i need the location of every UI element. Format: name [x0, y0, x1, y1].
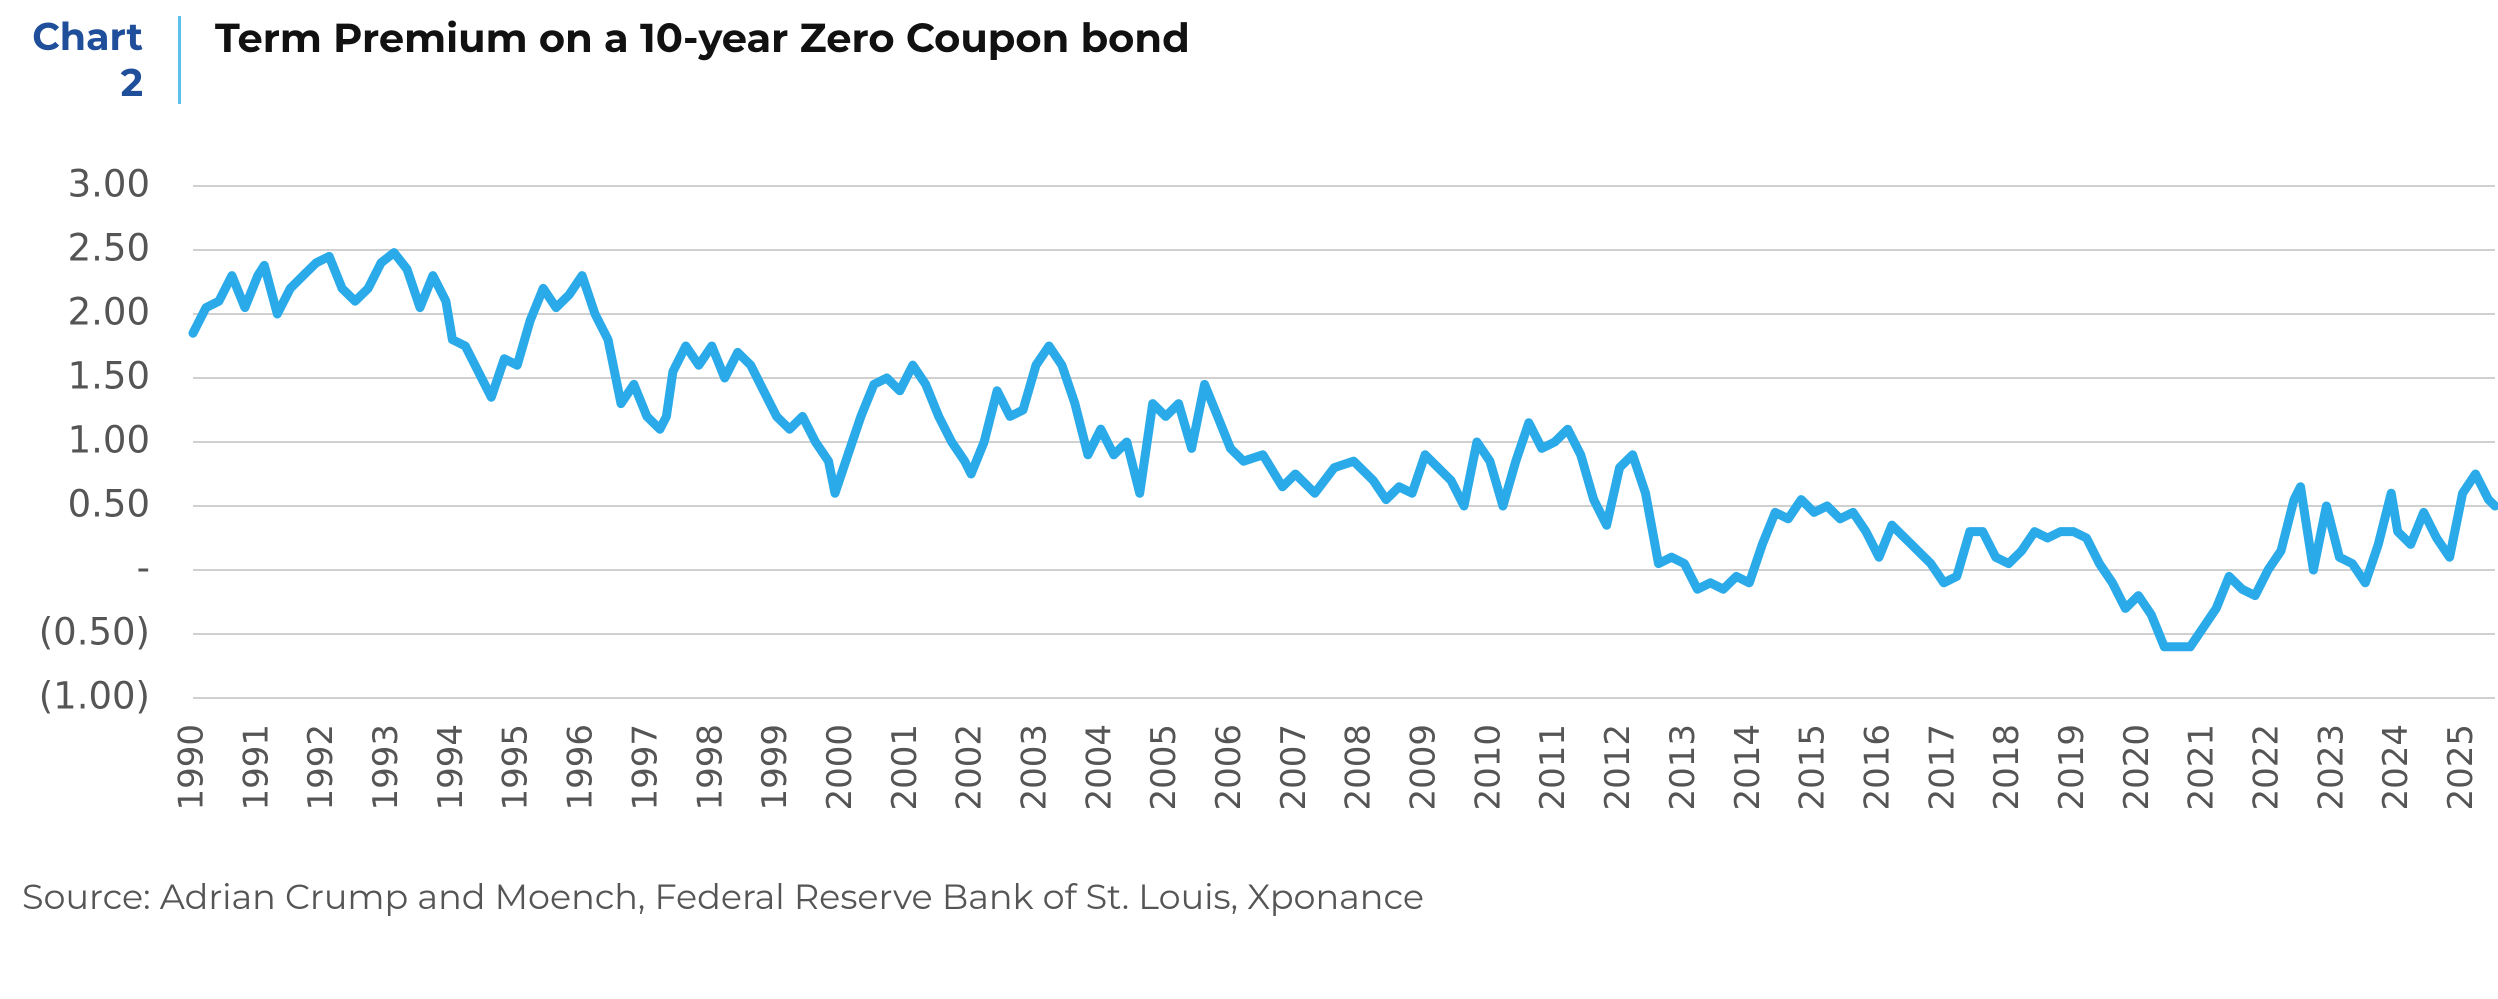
- x-tick-label: 2004: [1079, 724, 1119, 811]
- y-tick-label: (1.00): [39, 675, 150, 718]
- x-tick-label: 2025: [2441, 724, 2481, 811]
- y-tick-label: 2.00: [68, 291, 150, 334]
- y-tick-label: 3.00: [68, 163, 150, 206]
- x-tick-label: 2024: [2376, 724, 2416, 811]
- x-tick-label: 2002: [950, 724, 990, 811]
- x-tick-label: 1990: [172, 724, 212, 811]
- divider: [178, 16, 181, 104]
- x-tick-label: 1995: [496, 724, 536, 811]
- x-tick-label: 2009: [1404, 724, 1444, 811]
- x-tick-label: 2007: [1274, 724, 1314, 811]
- x-tick-label: 2013: [1663, 724, 1703, 811]
- x-tick-label: 1991: [236, 724, 276, 811]
- x-tick-label: 2017: [1922, 724, 1962, 811]
- x-tick-label: 2014: [1728, 724, 1768, 811]
- data-line: [188, 248, 2498, 652]
- x-tick-label: 2023: [2311, 724, 2351, 811]
- y-tick-label: 1.00: [68, 419, 150, 462]
- chart-label: Chart 2: [32, 13, 143, 106]
- x-tick-label: 2022: [2247, 724, 2287, 811]
- x-tick-label: 2000: [820, 724, 860, 811]
- chart: 3.00 2.50 2.00 1.50 1.00 0.50 - (0.50) (1.00) 199…: [39, 163, 2498, 811]
- chart-title: Term Premium on a 10-year Zero Coupon bo…: [215, 14, 1190, 63]
- x-tick-label: 2001: [885, 724, 925, 811]
- x-tick-label: 2008: [1339, 724, 1379, 811]
- x-tick-label: 2016: [1857, 724, 1897, 811]
- x-tick-label: 2020: [2117, 724, 2157, 811]
- x-tick-label: 1993: [366, 724, 406, 811]
- x-tick-label: 2003: [1014, 724, 1054, 811]
- y-tick-label: 0.50: [68, 483, 150, 526]
- y-tick-label: (0.50): [39, 611, 150, 654]
- x-tick-label: 1998: [690, 724, 730, 811]
- x-tick-label: 2012: [1598, 724, 1638, 811]
- x-tick-label: 2021: [2182, 724, 2222, 811]
- x-tick-label: 2015: [1793, 724, 1833, 811]
- y-tick-label: 1.50: [68, 355, 150, 398]
- y-tick-label: 2.50: [68, 227, 150, 270]
- x-tick-label: 2019: [2052, 724, 2092, 811]
- x-tick-label: 2010: [1468, 724, 1508, 811]
- x-tick-label: 2011: [1533, 724, 1573, 811]
- x-tick-label: 1994: [431, 724, 471, 811]
- source-note: Source: Adrian Crump and Moench, Federal…: [22, 875, 1424, 918]
- x-tick-label: 2018: [1987, 724, 2027, 811]
- x-tick-label: 1996: [561, 724, 601, 811]
- x-tick-label: 2006: [1209, 724, 1249, 811]
- x-tick-label: 1997: [625, 724, 665, 811]
- x-tick-label: 1999: [755, 724, 795, 811]
- x-tick-label: 1992: [301, 724, 341, 811]
- x-tick-label: 2005: [1144, 724, 1184, 811]
- y-tick-label: -: [137, 547, 150, 590]
